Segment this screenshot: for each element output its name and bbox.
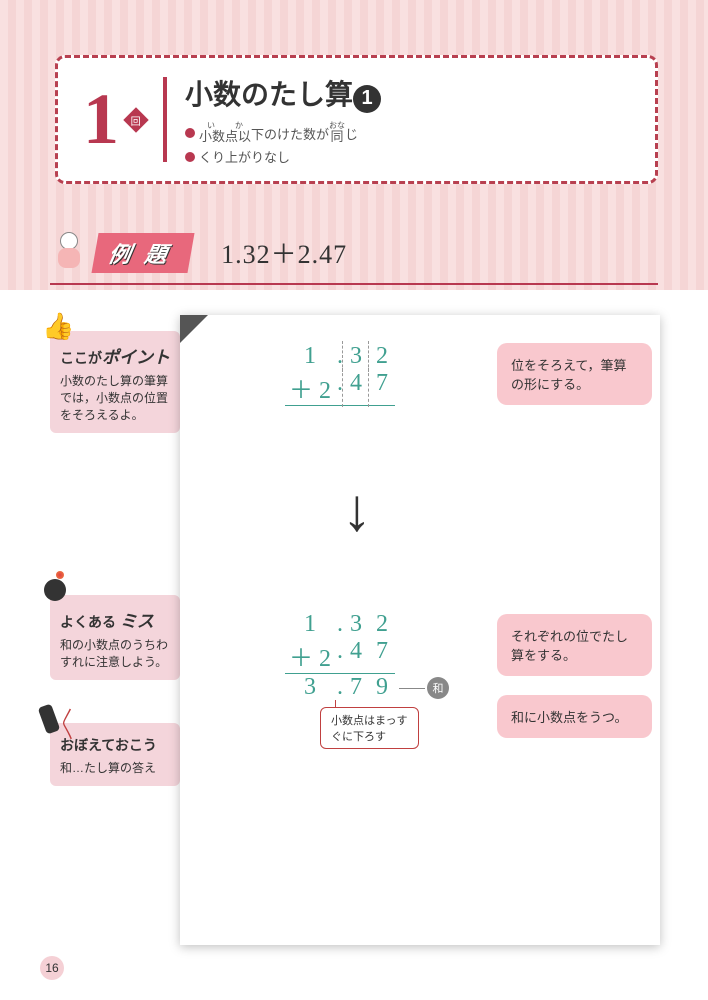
kai-diamond-icon: 回 — [123, 107, 148, 132]
wave-icon: 〳〵 — [60, 711, 76, 735]
title-block: 小数のたし算1 小数点以いか下のけた数が同おなじ くり上がりなし — [185, 73, 381, 166]
point-body: 小数のたし算の筆算では，小数点の位置をそろえるよ。 — [60, 372, 170, 423]
wa-badge: 和 — [427, 677, 449, 699]
explanation-bubble-1: 位をそろえて，筆算の形にする。 — [497, 343, 652, 405]
thumbs-up-icon: 👍 — [42, 311, 74, 342]
remember-title: おぼえておこう — [60, 735, 170, 755]
subtitle-2: くり上がりなし — [185, 147, 381, 166]
circled-number-icon: 1 — [353, 85, 381, 113]
example-equation: 1.32＋2.47 — [221, 234, 347, 271]
bullet-icon — [185, 152, 195, 162]
page-number: 16 — [40, 956, 64, 980]
calculation-step-1: 1 . 3 2 ＋ 2 . 4 7 — [285, 343, 395, 406]
worksheet: 1 . 3 2 ＋ 2 . 4 7 ↓ 1 . 3 2 ＋ 2 . — [180, 315, 660, 945]
remember-box: 〳〵 おぼえておこう 和…たし算の答え — [50, 723, 180, 786]
wa-line — [399, 688, 425, 689]
mistake-body: 和の小数点のうちわすれに注意しよう。 — [60, 636, 170, 670]
arrow-down-icon: ↓ — [342, 475, 372, 544]
explanation-bubble-3: 和に小数点をうつ。 — [497, 695, 652, 738]
lesson-number: 1 — [83, 78, 119, 161]
example-label: 例 題 — [91, 233, 194, 273]
remember-body: 和…たし算の答え — [60, 759, 170, 776]
bomb-icon — [44, 579, 66, 601]
fold-corner-icon — [180, 315, 208, 343]
point-box: 👍 ここがポイント 小数のたし算の筆算では，小数点の位置をそろえるよ。 — [50, 331, 180, 433]
bullet-icon — [185, 128, 195, 138]
explanation-bubble-2: それぞれの位でたし算をする。 — [497, 614, 652, 676]
lesson-title: 小数のたし算1 — [185, 73, 381, 113]
phone-icon — [38, 703, 61, 734]
example-row: 例 題 1.32＋2.47 — [50, 230, 658, 285]
mistake-box: よくある ミス 和の小数点のうちわすれに注意しよう。 — [50, 595, 180, 680]
lesson-header: 1 回 小数のたし算1 小数点以いか下のけた数が同おなじ くり上がりなし — [55, 55, 658, 184]
mascot-icon — [50, 230, 90, 275]
subtitle-1: 小数点以いか下のけた数が同おなじ — [185, 121, 381, 145]
calculation-step-2: 1 . 3 2 ＋ 2 . 4 7 3 . 7 9 和 — [285, 611, 395, 701]
vertical-divider — [163, 77, 167, 162]
decimal-note: 小数点はまっす ぐに下ろす — [320, 707, 419, 749]
main-area: 👍 ここがポイント 小数のたし算の筆算では，小数点の位置をそろえるよ。 よくある… — [50, 305, 658, 950]
